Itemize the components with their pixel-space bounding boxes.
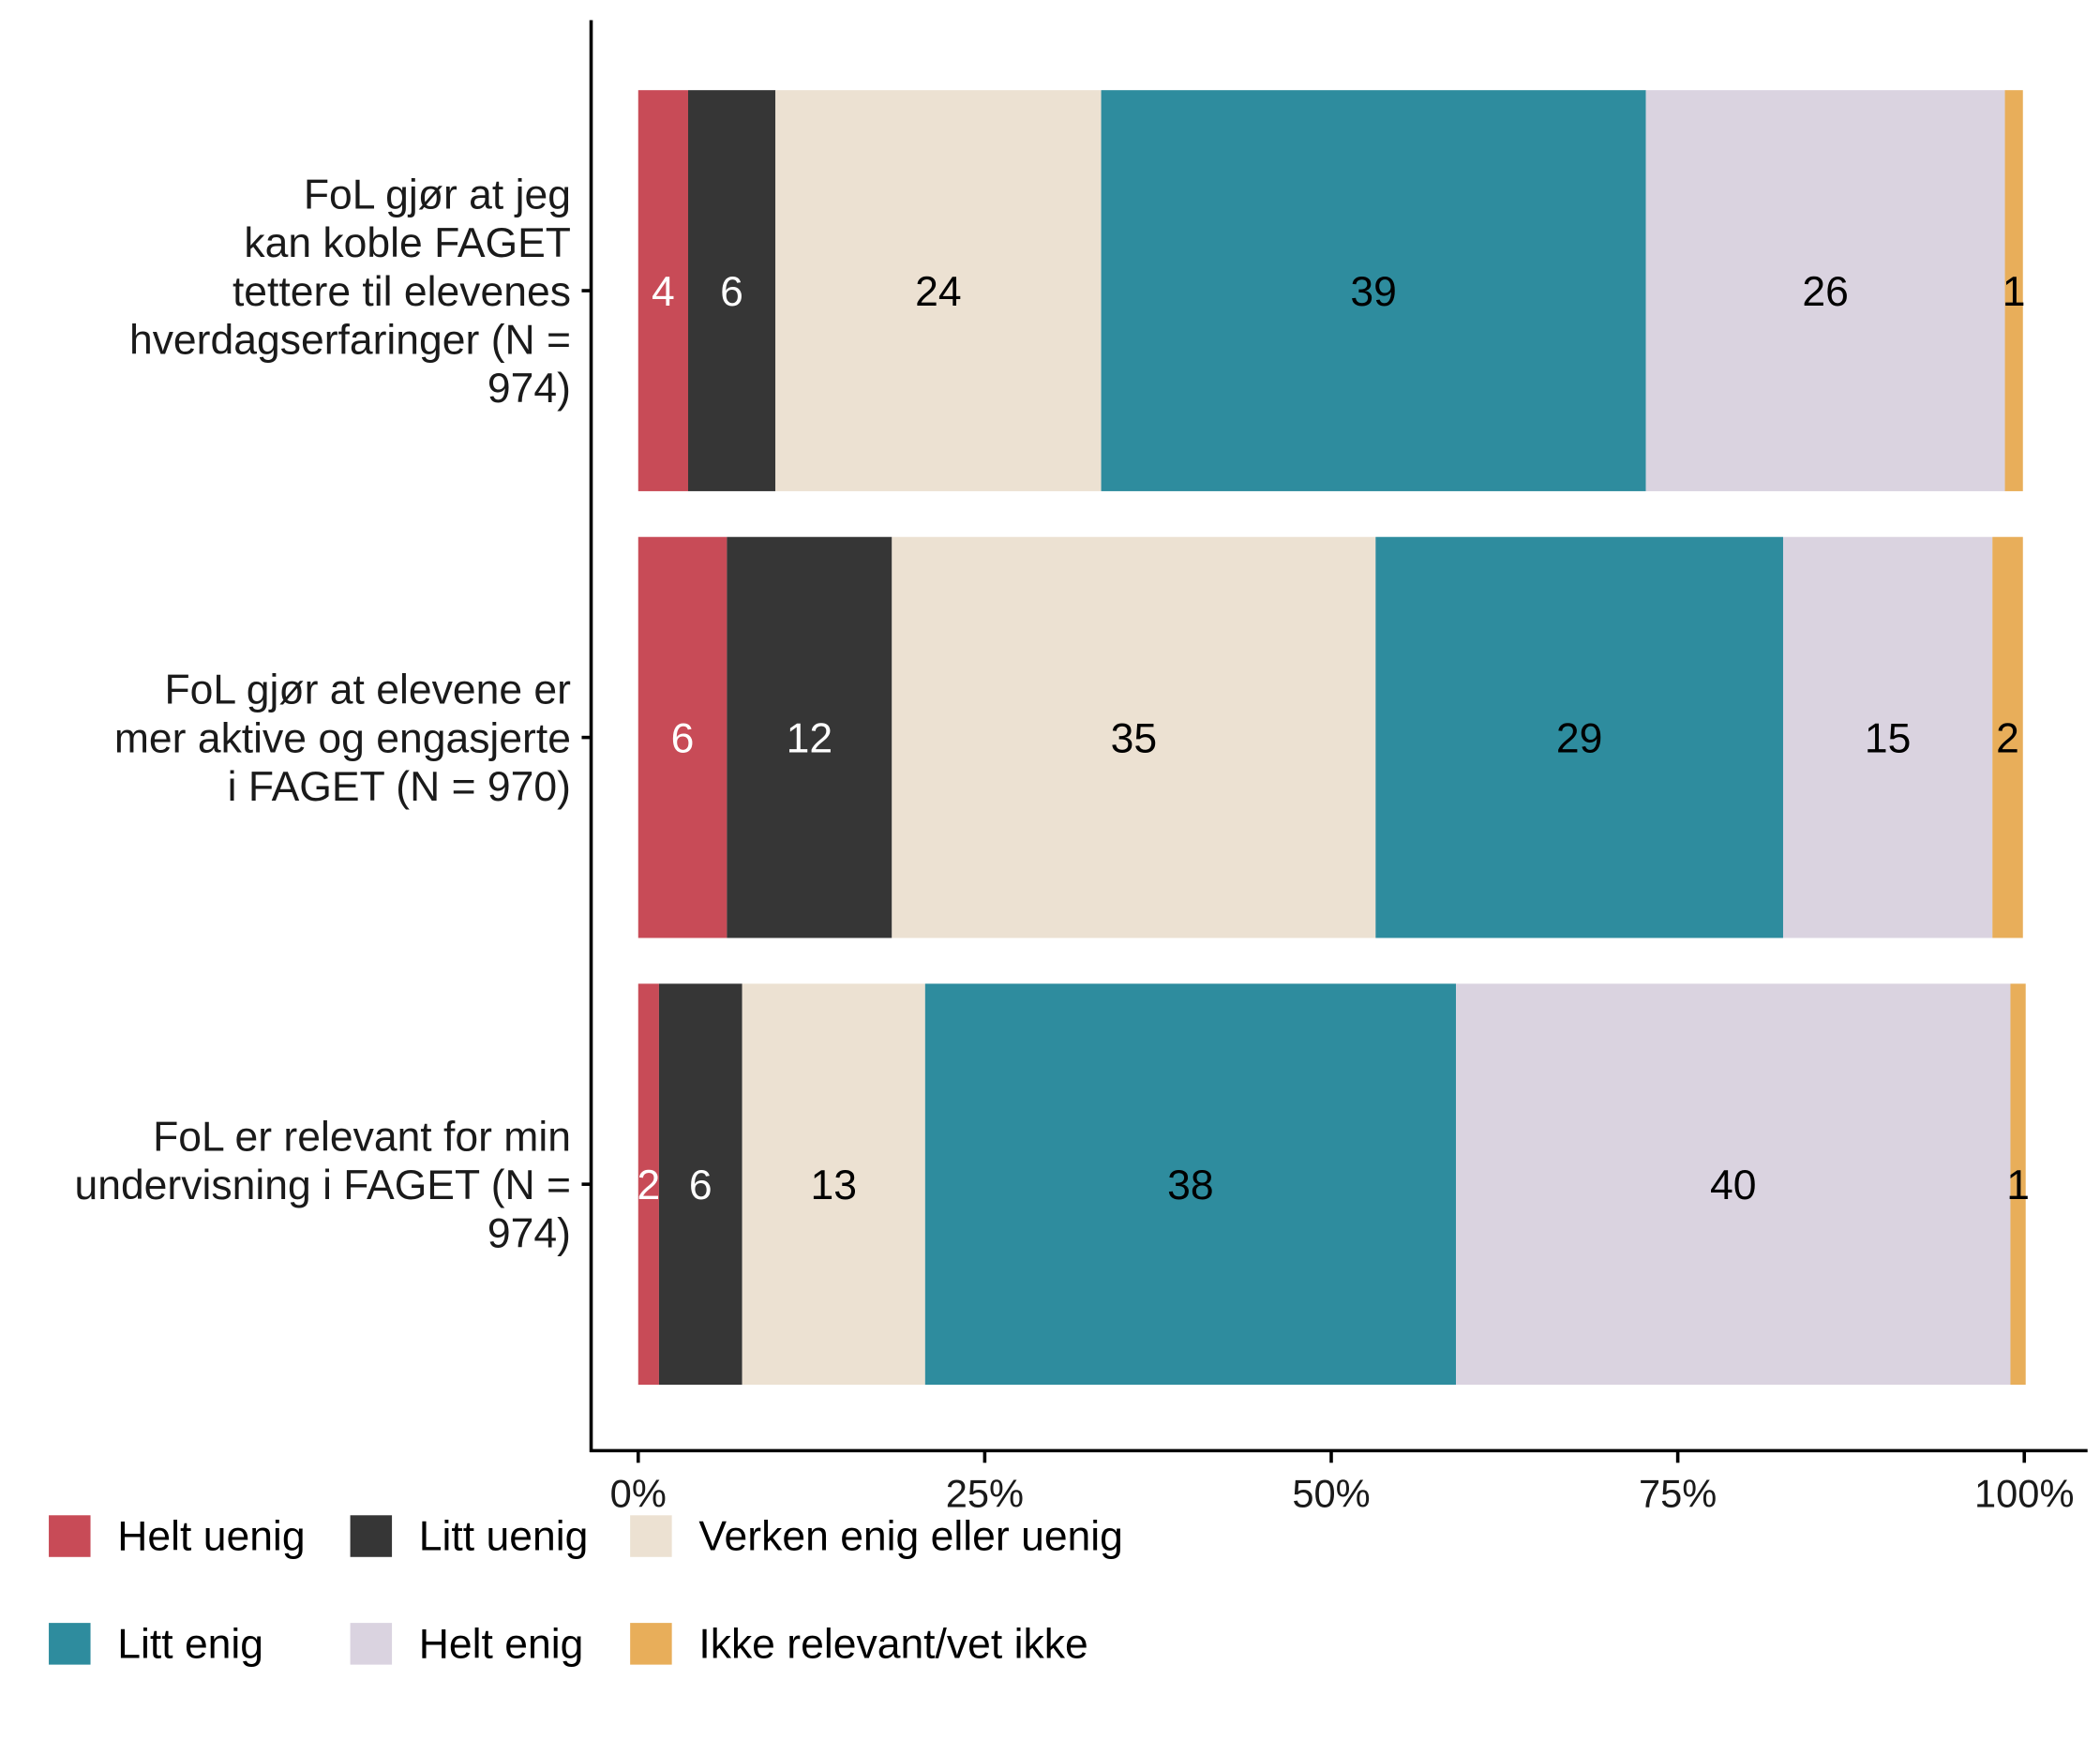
legend: Helt uenig Litt uenig Verken enig eller ue… (49, 1514, 1123, 1667)
y-axis-label-line: undervisning i FAGET (N = (74, 1162, 571, 1208)
bar-segment (687, 90, 776, 491)
data-label: 6 (671, 715, 695, 761)
bar-segment (2004, 90, 2023, 491)
y-axis-label-line: FoL er relevant for min (153, 1114, 571, 1160)
data-label: 29 (1556, 715, 1602, 761)
legend-label: Helt uenig (117, 1514, 305, 1560)
bar-segment (742, 983, 925, 1386)
bar-segment (892, 536, 1376, 938)
x-tick-label: 25% (946, 1472, 1024, 1516)
x-tick-label: 50% (1292, 1472, 1370, 1516)
legend-swatch (49, 1623, 91, 1665)
bar-segment (924, 983, 1457, 1386)
data-label: 1 (2002, 269, 2026, 315)
data-label: 4 (652, 269, 675, 315)
bar-segment (658, 983, 742, 1386)
y-axis-label-line: FoL gjør at elevene er (164, 668, 571, 713)
data-label: 38 (1167, 1162, 1213, 1208)
data-label: 1 (2006, 1162, 2030, 1208)
y-axis-label-line: 974) (488, 1211, 571, 1257)
y-axis-label-line: mer aktive og engasjerte (114, 715, 571, 761)
legend-swatch (630, 1515, 672, 1557)
legend-label: Ikke relevant/vet ikke (698, 1621, 1088, 1667)
legend-label: Verken enig eller uenig (698, 1514, 1123, 1560)
bar-segment (2010, 983, 2026, 1386)
legend-swatch (350, 1515, 393, 1557)
data-label: 2 (637, 1162, 660, 1208)
bar-segment (727, 536, 892, 938)
data-label: 6 (720, 269, 743, 315)
bar-segment (1101, 90, 1646, 491)
bar-segment (775, 90, 1102, 491)
data-label: 40 (1710, 1162, 1756, 1208)
data-label: 15 (1865, 715, 1911, 761)
data-label: 13 (810, 1162, 856, 1208)
data-label: 6 (689, 1162, 712, 1208)
bar-segment (638, 90, 688, 491)
bar-segment (1645, 90, 2005, 491)
bar-segment (1375, 536, 1783, 938)
legend-swatch (350, 1623, 393, 1665)
legend-swatch (49, 1515, 91, 1557)
legend-label: Litt uenig (419, 1514, 589, 1560)
data-label: 26 (1802, 269, 1848, 315)
x-tick-label: 0% (610, 1472, 667, 1516)
bars-layer: 4 6 24 39 26 16 12 35 29 15 22 6 13 38 40 1 (637, 90, 2030, 1386)
bar-segment (1992, 536, 2023, 938)
bar-segment (638, 983, 659, 1386)
y-axis-label-line: hverdagserfaringer (N = (129, 318, 571, 364)
bar-segment (638, 536, 728, 938)
legend-label: Litt enig (117, 1621, 263, 1667)
y-axis-label-line: i FAGET (N = 970) (228, 764, 571, 810)
bar-segment (1782, 536, 1993, 938)
x-tick-label: 75% (1639, 1472, 1717, 1516)
y-axis-label-line: kan koble FAGET (244, 220, 571, 266)
y-axis-label-line: 974) (488, 366, 571, 412)
y-axis-label-line: FoL gjør at jeg (304, 172, 571, 218)
data-label: 24 (915, 269, 961, 315)
data-label: 2 (1996, 715, 2019, 761)
data-label: 12 (787, 715, 832, 761)
data-label: 39 (1350, 269, 1396, 315)
legend-swatch (630, 1623, 672, 1665)
data-label: 35 (1111, 715, 1157, 761)
legend-label: Helt enig (419, 1621, 584, 1667)
x-axis-ticks: 0% 25% 50% 75% 100% (610, 1451, 2074, 1516)
y-axis-label-line: tettere til elevenes (232, 269, 571, 315)
bar-segment (1456, 983, 2011, 1386)
x-tick-label: 100% (1974, 1472, 2074, 1516)
